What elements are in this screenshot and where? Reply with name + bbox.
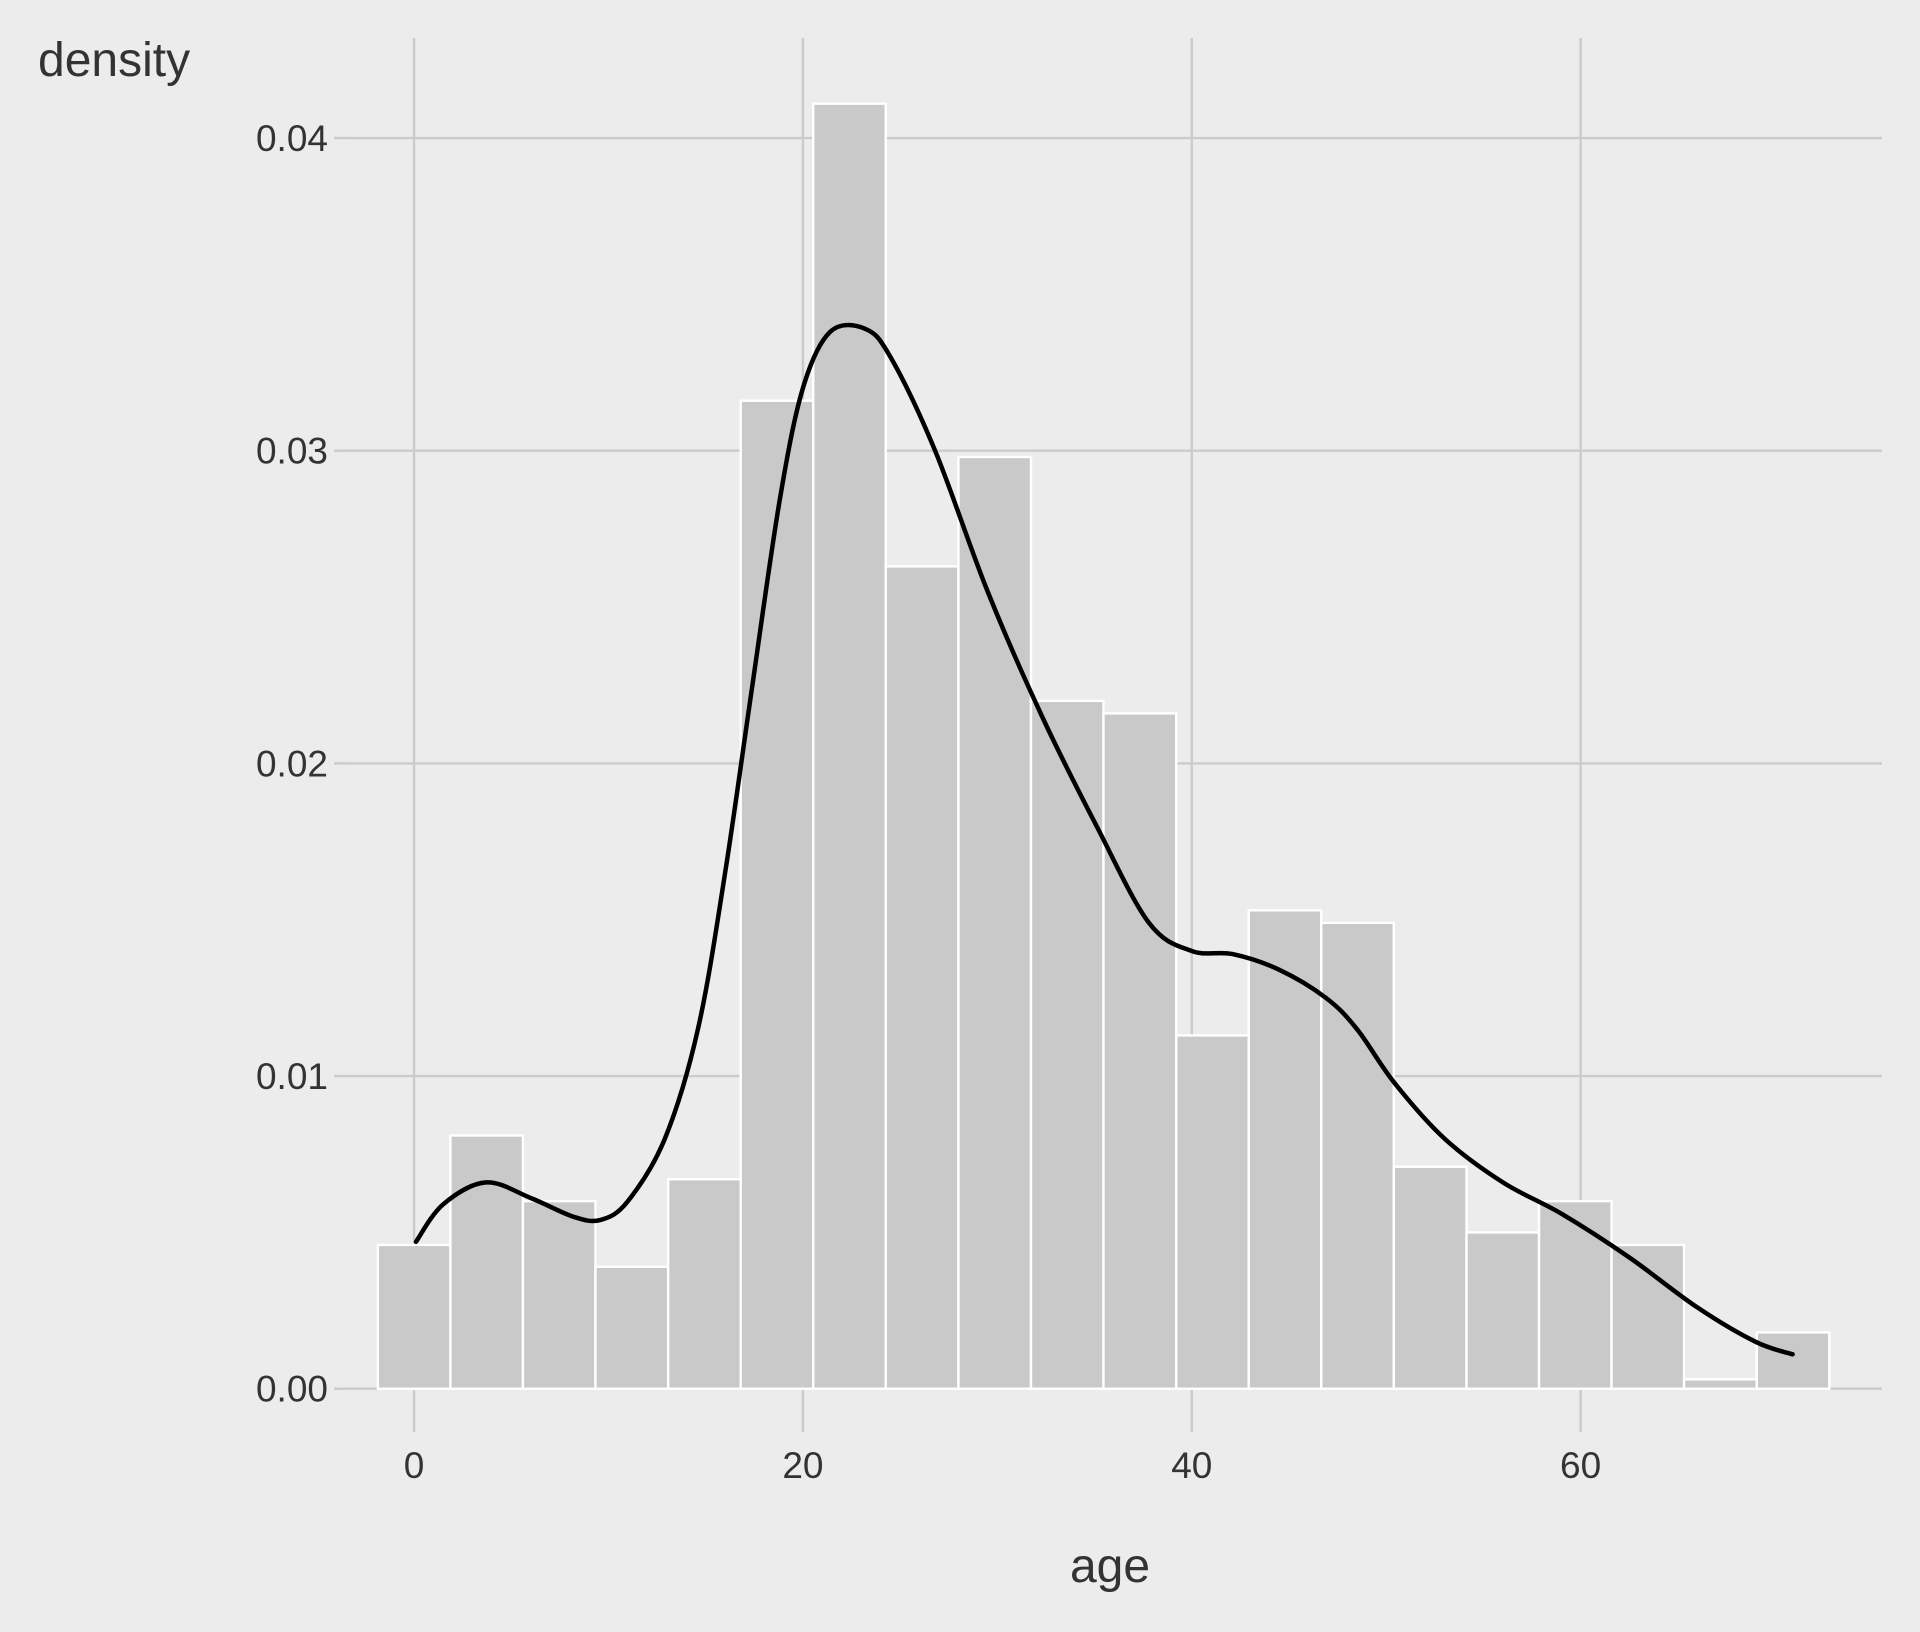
density-curve-layer	[413, 322, 1795, 1357]
histogram-bar	[1029, 699, 1105, 1390]
histogram-bar	[1320, 921, 1395, 1390]
histogram-bar	[1247, 909, 1323, 1390]
density-curve	[413, 322, 1795, 1357]
histogram-bars	[376, 102, 1831, 1390]
tick-labels: 0.00 0.01 0.02 0.03 0.04 0 20 40 60	[256, 118, 1601, 1486]
histogram-bar	[1610, 1243, 1686, 1390]
x-tick-label: 20	[782, 1445, 823, 1486]
histogram-bar	[1682, 1378, 1758, 1390]
histogram-bar	[957, 455, 1033, 1390]
x-tick-label: 40	[1171, 1445, 1212, 1486]
x-tick-label: 0	[404, 1445, 425, 1486]
histogram-bar	[1465, 1231, 1541, 1390]
y-tick-label: 0.03	[256, 431, 328, 472]
histogram-bar	[739, 399, 815, 1390]
x-tick-label: 60	[1560, 1445, 1601, 1486]
y-axis-title: density	[38, 34, 190, 87]
histogram-bar	[376, 1243, 452, 1390]
histogram-bar	[884, 565, 960, 1390]
histogram-bar	[1537, 1199, 1613, 1390]
y-tick-label: 0.01	[256, 1056, 328, 1097]
histogram-bar	[449, 1134, 525, 1390]
y-tick-label: 0.02	[256, 743, 328, 784]
histogram-bar	[1755, 1331, 1831, 1390]
y-tick-label: 0.00	[256, 1369, 328, 1410]
histogram-bar	[1392, 1165, 1468, 1390]
histogram-bar	[812, 102, 887, 1390]
histogram-bar	[1175, 1034, 1250, 1390]
histogram-bar	[594, 1265, 670, 1390]
histogram-bar	[666, 1178, 742, 1390]
histogram-bar	[1102, 712, 1178, 1390]
histogram-bar	[521, 1199, 597, 1390]
y-tick-label: 0.04	[256, 118, 328, 159]
x-axis-title: age	[1070, 1540, 1150, 1593]
